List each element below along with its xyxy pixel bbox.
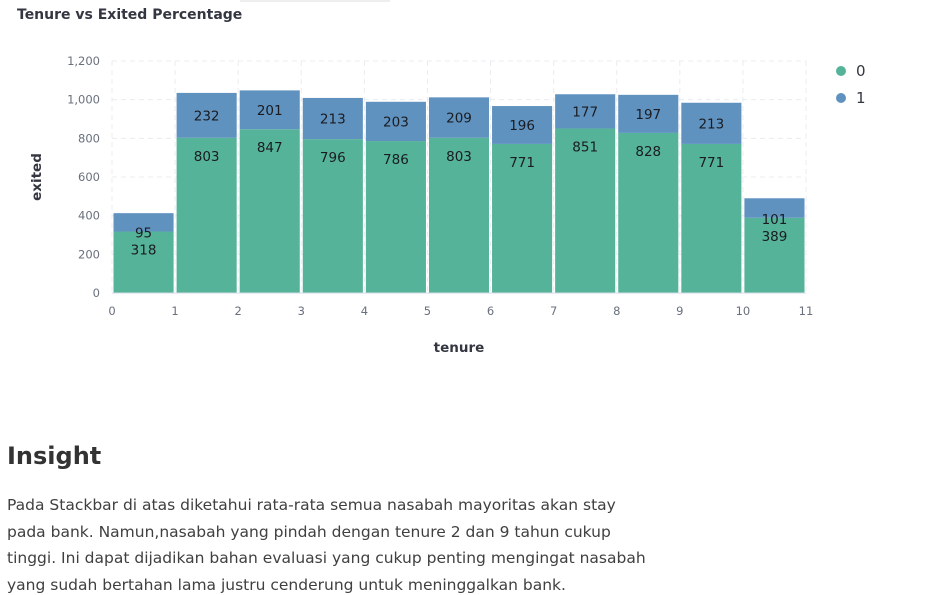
data-label-series-0: 786 xyxy=(383,152,409,168)
data-label-series-0: 803 xyxy=(194,149,220,165)
bar-segment-series-1 xyxy=(176,92,237,138)
data-label-series-0: 796 xyxy=(320,150,346,166)
bar-segment-series-0 xyxy=(176,137,237,293)
legend-swatch-1 xyxy=(836,93,846,103)
y-tick-label: 0 xyxy=(93,286,100,300)
bar-segment-series-0 xyxy=(113,231,174,293)
bar-segment-series-1 xyxy=(239,90,300,130)
bar-segment-series-1 xyxy=(428,97,490,138)
data-label-series-1: 177 xyxy=(572,104,598,120)
data-label-series-1: 203 xyxy=(383,114,409,130)
bar-segment-series-0 xyxy=(239,129,300,293)
data-label-series-1: 95 xyxy=(135,226,152,242)
bar-segment-series-1 xyxy=(113,213,174,232)
insight-body: Pada Stackbar di atas diketahui rata-rat… xyxy=(7,496,646,594)
x-tick-label: 7 xyxy=(550,304,557,318)
data-label-series-1: 213 xyxy=(320,112,346,128)
bar-segment-series-0 xyxy=(492,143,553,293)
y-tick-label: 600 xyxy=(78,170,100,184)
x-tick-label: 9 xyxy=(676,304,683,318)
data-label-series-0: 803 xyxy=(446,149,472,165)
bar-segment-series-0 xyxy=(302,139,363,293)
bar-segment-series-1 xyxy=(492,106,553,144)
bar-segment-series-0 xyxy=(555,128,616,293)
x-tick-label: 6 xyxy=(487,304,494,318)
x-tick-label: 1 xyxy=(171,304,178,318)
data-label-series-1: 101 xyxy=(762,212,788,228)
bar-segment-series-1 xyxy=(302,97,363,140)
data-label-series-0: 771 xyxy=(509,155,535,171)
data-label-series-0: 851 xyxy=(572,139,598,155)
y-axis-title: exited xyxy=(29,153,45,201)
legend-label-0: 0 xyxy=(856,62,866,80)
bar-segment-series-1 xyxy=(744,198,805,218)
legend-swatch-0 xyxy=(836,66,846,76)
data-label-series-1: 197 xyxy=(635,107,661,123)
y-tick-label: 800 xyxy=(78,131,100,145)
bar-segment-series-1 xyxy=(681,102,742,144)
data-label-series-0: 828 xyxy=(635,144,661,160)
insight-heading: Insight xyxy=(7,442,102,470)
x-tick-label: 8 xyxy=(613,304,620,318)
y-tick-label: 1,000 xyxy=(67,93,100,107)
data-label-series-0: 847 xyxy=(257,140,283,156)
data-label-series-0: 771 xyxy=(698,155,724,171)
x-tick-label: 3 xyxy=(298,304,305,318)
x-tick-label: 11 xyxy=(799,304,814,318)
y-tick-label: 200 xyxy=(78,247,100,261)
y-tick-label: 1,200 xyxy=(67,54,100,68)
x-tick-label: 2 xyxy=(235,304,242,318)
bar-segment-series-0 xyxy=(618,132,679,293)
legend-label-1: 1 xyxy=(856,89,866,107)
x-tick-label: 10 xyxy=(736,304,751,318)
bar-segment-series-0 xyxy=(744,217,805,293)
bar-segment-series-0 xyxy=(428,137,490,293)
data-label-series-1: 201 xyxy=(257,103,283,119)
data-label-series-1: 232 xyxy=(194,108,220,124)
x-axis-title: tenure xyxy=(434,340,485,356)
data-label-series-0: 318 xyxy=(131,243,157,259)
bar-segment-series-1 xyxy=(555,94,616,129)
bar-segment-series-0 xyxy=(365,141,426,293)
data-label-series-1: 213 xyxy=(698,116,724,132)
y-tick-label: 400 xyxy=(78,209,100,223)
bar-segment-series-0 xyxy=(681,143,742,293)
chart-title: Tenure vs Exited Percentage xyxy=(17,7,243,23)
x-tick-label: 0 xyxy=(108,304,115,318)
bar-segment-series-1 xyxy=(618,94,679,133)
tab-underline xyxy=(240,0,390,2)
data-label-series-0: 389 xyxy=(762,229,788,245)
x-tick-label: 5 xyxy=(424,304,431,318)
data-label-series-1: 196 xyxy=(509,118,535,134)
data-label-series-1: 209 xyxy=(446,111,472,127)
x-tick-label: 4 xyxy=(361,304,368,318)
bar-segment-series-1 xyxy=(365,101,426,142)
